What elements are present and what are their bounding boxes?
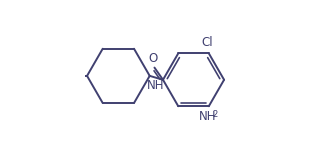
Text: Cl: Cl <box>201 36 213 49</box>
Text: NH: NH <box>199 110 217 123</box>
Text: NH: NH <box>147 79 164 92</box>
Text: 2: 2 <box>212 110 217 119</box>
Text: O: O <box>148 52 157 65</box>
